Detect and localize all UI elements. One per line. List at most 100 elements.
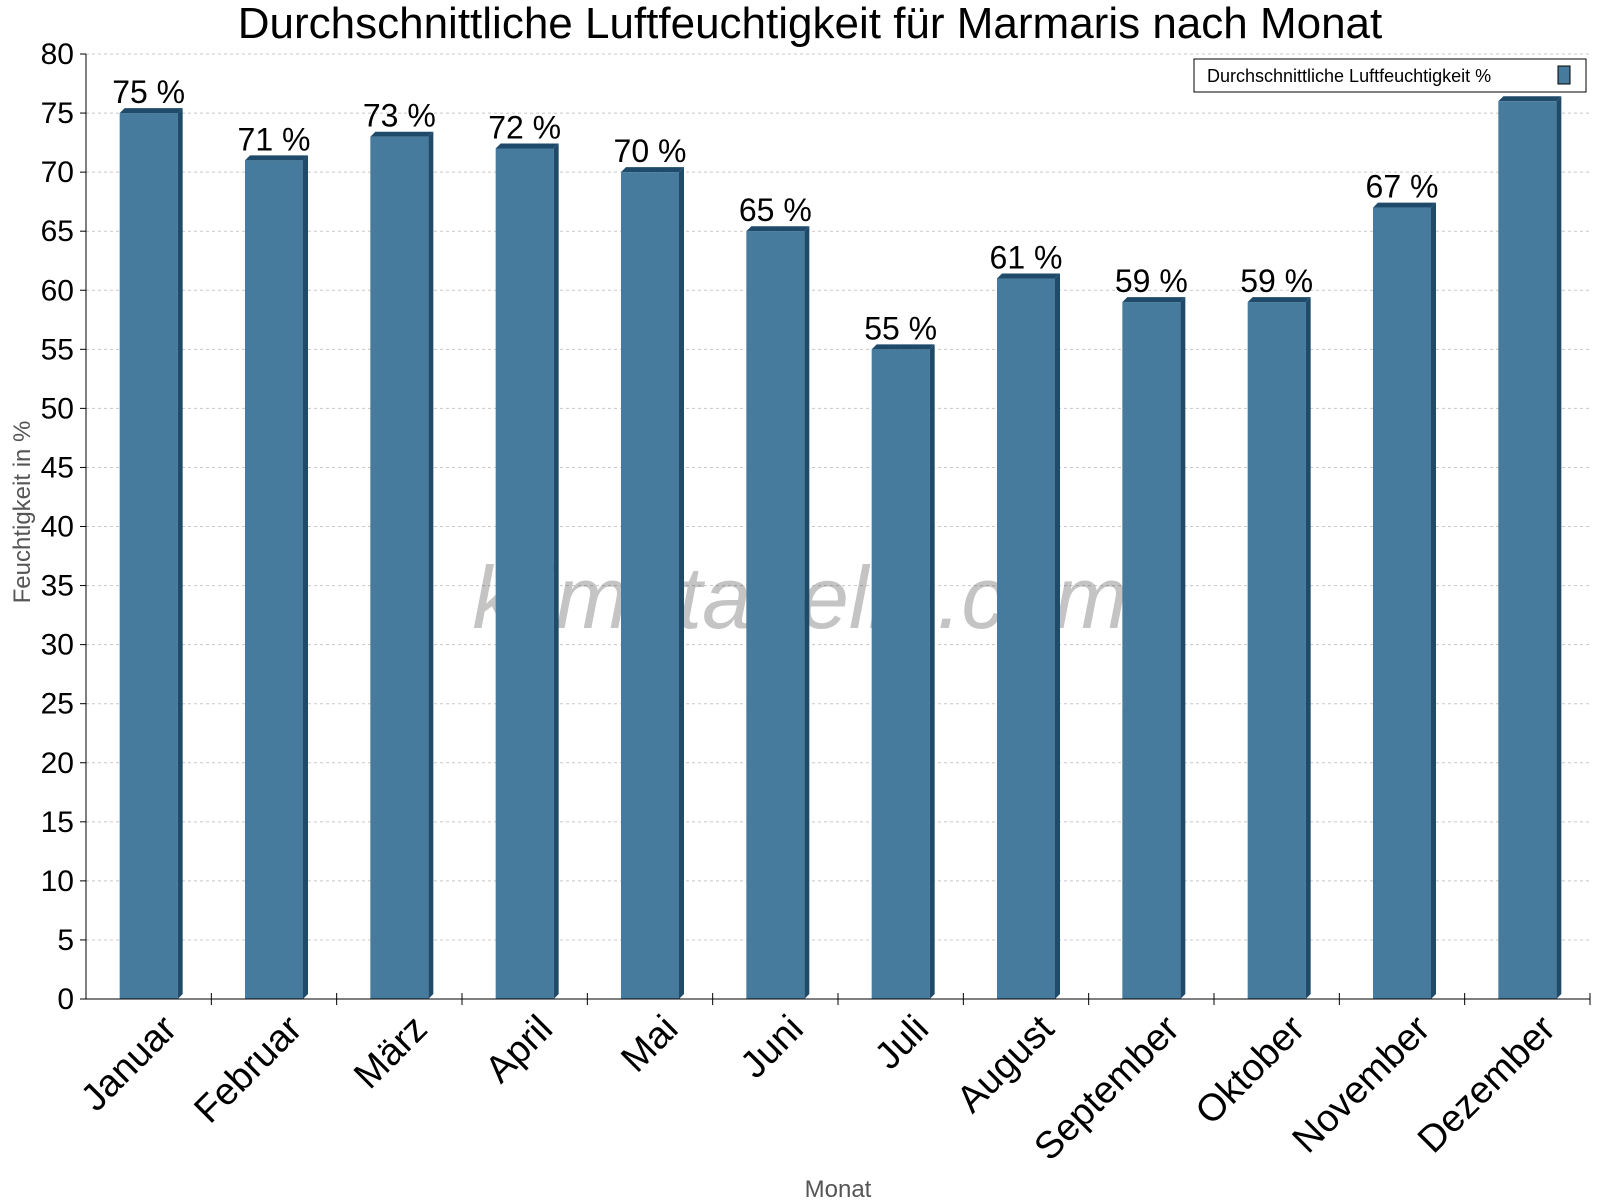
y-tick-label: 35 <box>41 570 74 603</box>
bar-face <box>1122 302 1181 999</box>
bar-side <box>303 155 308 999</box>
legend-box <box>1193 58 1587 93</box>
bar-face <box>495 148 554 999</box>
y-tick-label: 70 <box>41 156 74 189</box>
bar-face <box>871 349 930 999</box>
y-tick-labels: 0 5 10 15 20 25 30 35 40 45 50 55 60 65 70 75 80 <box>41 38 74 1016</box>
x-tick-labels: Januar Februar März April Mai Juni Juli AugustS… <box>73 1007 1564 1168</box>
bar-top <box>1122 297 1186 303</box>
bar-side <box>804 226 810 999</box>
bar-top <box>1498 96 1562 102</box>
legend: Durchschnittliche Luftfeuchtigkeit % <box>1193 58 1587 93</box>
y-tick-label: 15 <box>41 806 74 839</box>
bar-side <box>679 167 684 999</box>
data-label: 67 % <box>1366 169 1439 205</box>
data-label: 61 % <box>990 239 1063 275</box>
bar-top <box>495 143 559 149</box>
bar-face <box>245 160 303 999</box>
bar-face <box>746 231 805 999</box>
bar-side <box>1431 202 1436 999</box>
bar-5 <box>621 167 684 999</box>
x-tick-label: Oktober <box>1188 1007 1314 1133</box>
bar-4 <box>495 143 559 999</box>
x-tick-label: Mai <box>613 1008 686 1081</box>
y-tick-label: 40 <box>41 511 74 544</box>
data-label: 59 % <box>1115 263 1188 299</box>
y-tick-label: 5 <box>57 924 74 957</box>
bar-top <box>245 155 308 161</box>
y-tick-label: 55 <box>41 333 74 366</box>
data-label: 73 % <box>363 98 436 134</box>
bar-6 <box>746 226 810 999</box>
x-tick-label: Januar <box>73 1007 185 1119</box>
bar-top <box>370 131 434 137</box>
bar-face <box>1373 207 1431 999</box>
bars <box>119 96 1562 999</box>
bar-side <box>1180 297 1186 999</box>
x-axis-title: Monat <box>805 1176 872 1200</box>
bar-face <box>1498 101 1557 999</box>
bar-7 <box>871 344 935 999</box>
bar-9 <box>1122 297 1186 999</box>
data-label: 72 % <box>488 110 561 146</box>
bar-top <box>621 167 684 173</box>
bar-3 <box>370 131 434 999</box>
bar-face <box>997 278 1055 999</box>
data-label: 71 % <box>238 121 311 157</box>
bar-2 <box>245 155 308 999</box>
y-tick-label: 50 <box>41 392 74 425</box>
bar-12 <box>1498 96 1562 999</box>
y-tick-label: 80 <box>41 38 74 71</box>
bar-top <box>746 226 810 232</box>
y-tick-label: 10 <box>41 865 74 898</box>
y-tick-label: 0 <box>57 983 74 1016</box>
bar-top <box>997 273 1060 279</box>
bar-face <box>1247 302 1306 999</box>
x-tick-label: Dezember <box>1410 1007 1564 1161</box>
bar-top <box>119 108 183 114</box>
x-tick-label: April <box>478 1008 561 1091</box>
bar-side <box>929 344 935 999</box>
data-label: 65 % <box>739 192 812 228</box>
legend-label: Durchschnittliche Luftfeuchtigkeit % <box>1207 66 1491 86</box>
y-tick-label: 25 <box>41 688 74 721</box>
data-label: 55 % <box>864 310 937 346</box>
bar-side <box>177 108 183 999</box>
data-label: 70 % <box>614 133 687 169</box>
legend-swatch <box>1557 65 1571 85</box>
x-tick-label: März <box>346 1008 435 1097</box>
bar-1 <box>119 108 183 999</box>
bar-10 <box>1247 297 1311 999</box>
data-label: 59 % <box>1240 263 1313 299</box>
y-tick-label: 65 <box>41 215 74 248</box>
bar-face <box>119 113 178 999</box>
x-tick-label: Juni <box>733 1008 812 1087</box>
bar-side <box>553 143 559 999</box>
y-tick-label: 30 <box>41 629 74 662</box>
chart-title: Durchschnittliche Luftfeuchtigkeit für M… <box>238 0 1383 48</box>
bar-8 <box>997 273 1060 999</box>
y-tick-label: 60 <box>41 274 74 307</box>
y-tick-label: 20 <box>41 747 74 780</box>
bar-face <box>370 136 429 999</box>
bar-top <box>1247 297 1311 303</box>
x-tick-label: August <box>949 1007 1063 1121</box>
data-labels: 75 % 71 % 73 % 72 % 70 % 65 % 55 % 61 % 59 % 59 %… <box>112 74 1438 346</box>
bar-side <box>1556 96 1562 999</box>
bar-11 <box>1373 202 1436 999</box>
y-axis-title: Feuchtigkeit in % <box>9 421 36 604</box>
gridlines <box>86 53 1590 941</box>
x-tick-label: Juli <box>867 1008 937 1078</box>
axes <box>80 53 1591 1005</box>
y-tick-label: 75 <box>41 97 74 130</box>
bar-top <box>871 344 935 350</box>
bar-side <box>1055 273 1060 999</box>
x-tick-label: Februar <box>187 1007 311 1131</box>
data-label: 75 % <box>112 74 185 110</box>
bar-side <box>1305 297 1311 999</box>
bar-top <box>1373 202 1436 208</box>
bar-side <box>428 131 434 999</box>
y-tick-label: 45 <box>41 451 74 484</box>
bar-face <box>621 172 679 999</box>
